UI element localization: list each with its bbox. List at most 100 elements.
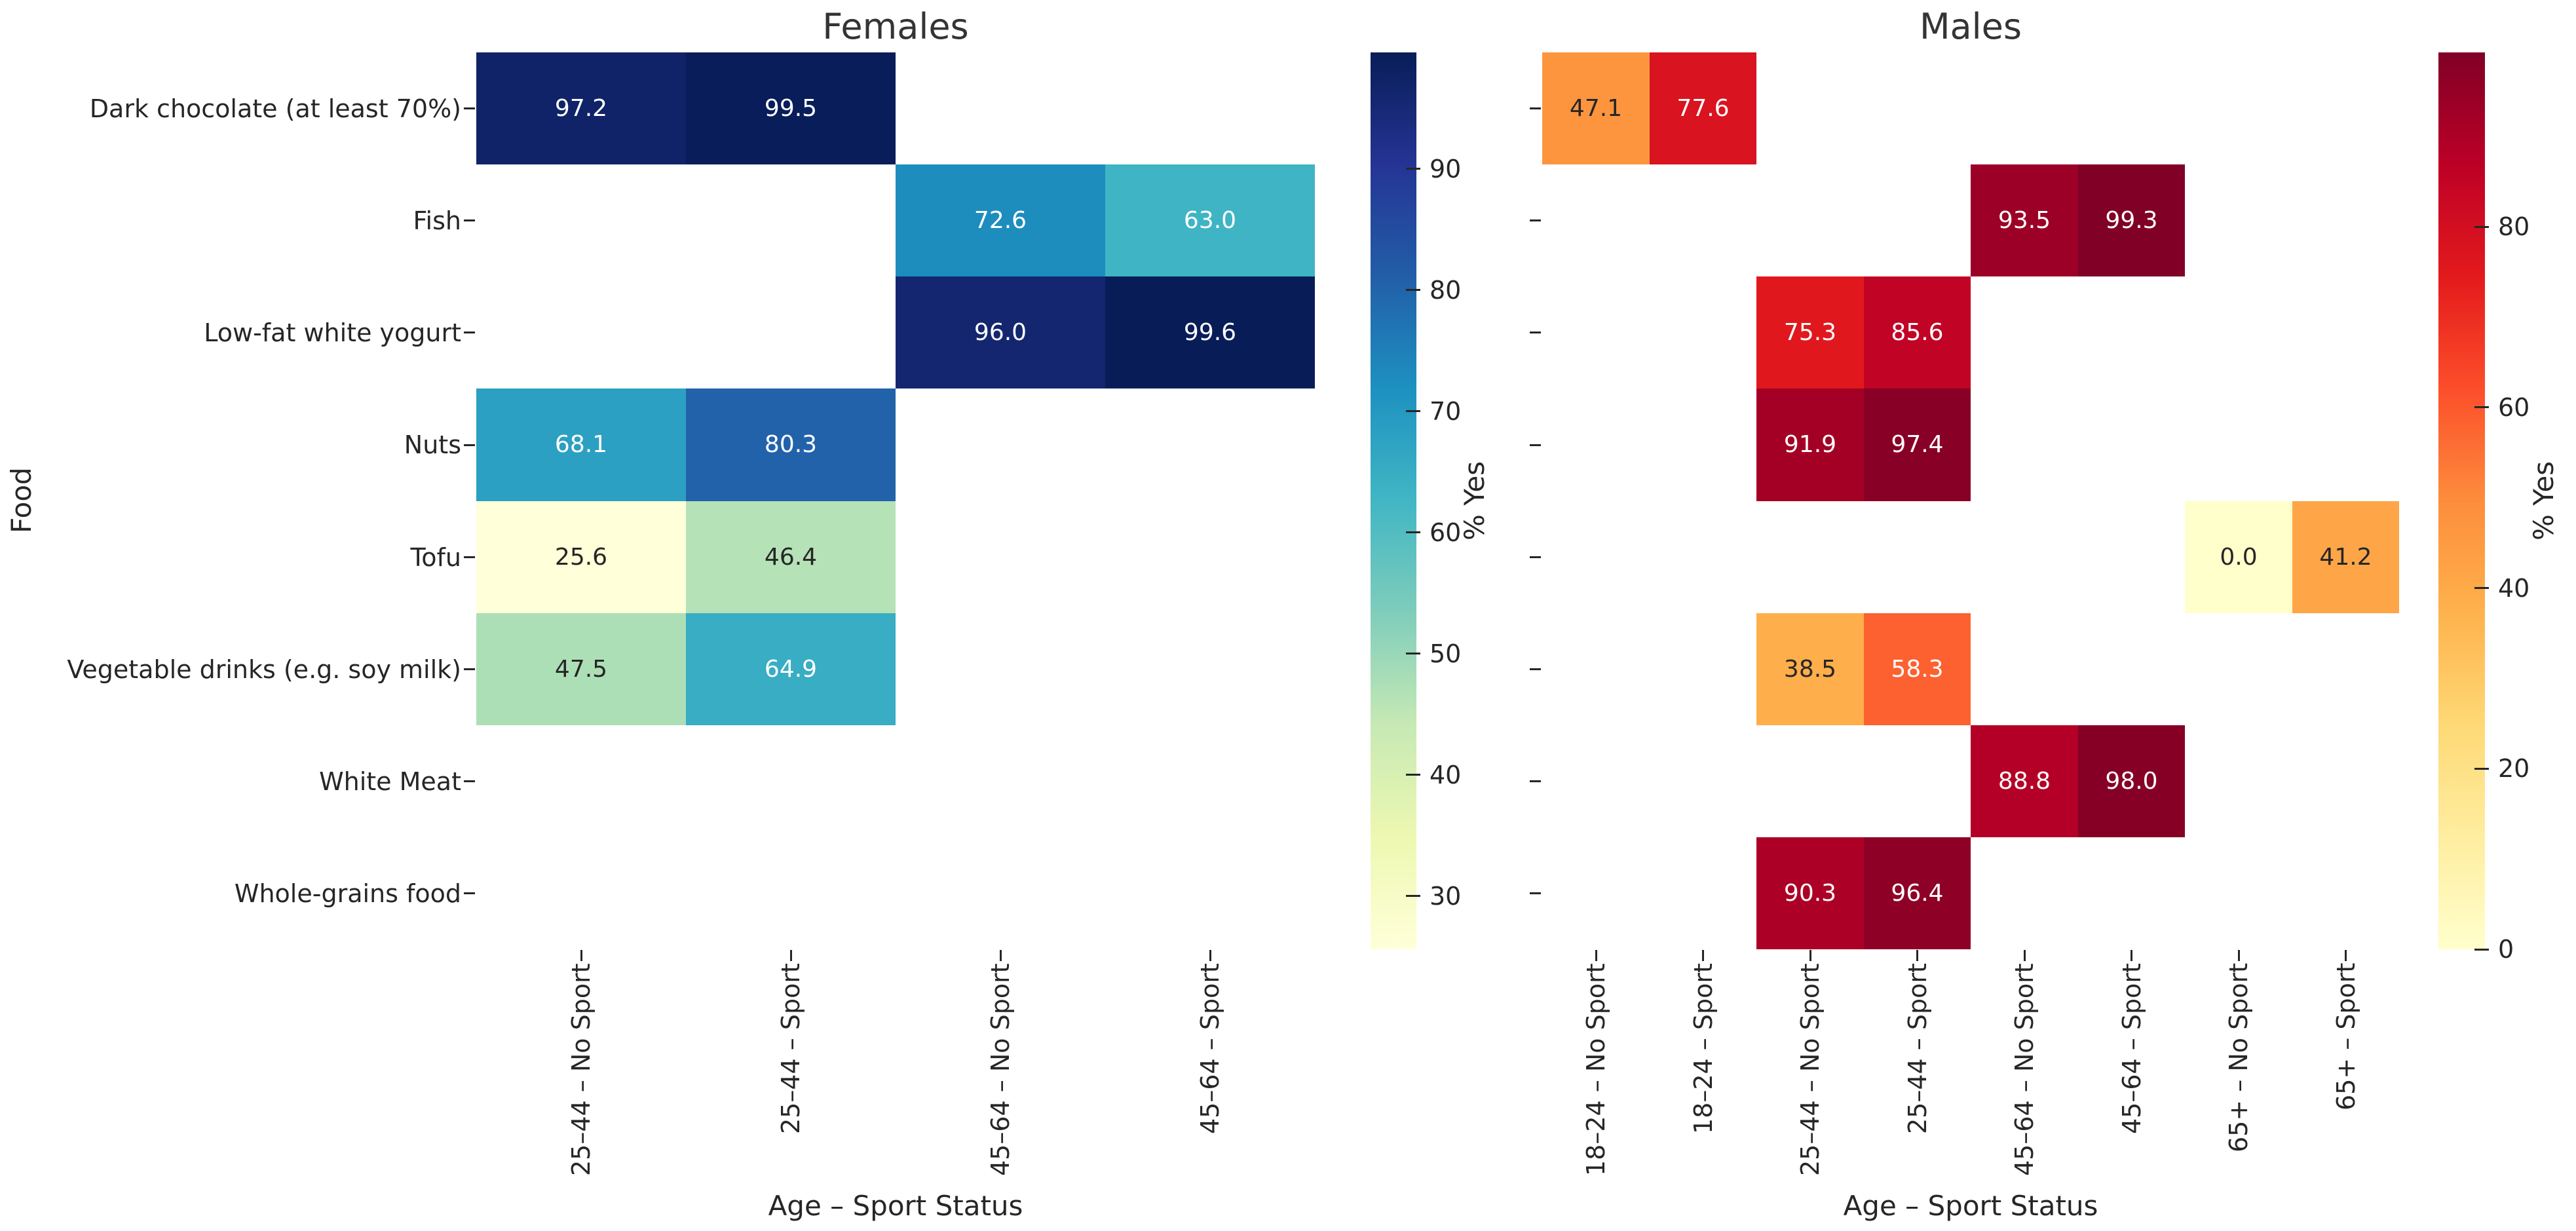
- cell-value: 64.9: [764, 655, 818, 683]
- x-tick-mark: [2023, 950, 2026, 961]
- y-tick-mark: [464, 780, 475, 782]
- heatmap-cell: 41.2: [2292, 501, 2399, 613]
- x-tick-mark: [1809, 950, 1811, 961]
- cell-value: 46.4: [764, 543, 818, 571]
- y-tick-mark: [464, 556, 475, 558]
- colorbar-tick-mark: [1406, 410, 1420, 413]
- cell-value: 96.0: [974, 318, 1027, 346]
- x-tick-label: 65+ – No Sport: [2224, 963, 2253, 1153]
- cell-value: 68.1: [554, 431, 608, 458]
- cell-value: 97.2: [554, 94, 608, 122]
- cell-value: 41.2: [2319, 543, 2372, 571]
- males-colorbar-label: % Yes: [2528, 461, 2560, 540]
- cell-value: 85.6: [1891, 318, 1944, 346]
- cell-value: 98.0: [2105, 767, 2158, 795]
- y-tick-mark: [1530, 780, 1541, 782]
- males-xaxis-label: Age – Sport Status: [1843, 1190, 2098, 1222]
- y-tick-mark: [1530, 331, 1541, 333]
- colorbar-tick-mark: [2474, 406, 2489, 409]
- cell-value: 96.4: [1891, 879, 1944, 907]
- x-tick-label: 45–64 – Sport: [1196, 963, 1224, 1134]
- heatmap-cell: 72.6: [896, 164, 1105, 276]
- heatmap-cell: 99.6: [1105, 276, 1315, 388]
- heatmap-cell: 96.4: [1864, 837, 1971, 949]
- heatmap-cell: 47.1: [1542, 52, 1650, 164]
- cell-value: 75.3: [1783, 318, 1837, 346]
- y-tick-mark: [1530, 556, 1541, 558]
- y-tick-label: White Meat: [319, 767, 461, 796]
- colorbar-tick-label: 70: [1430, 396, 1462, 426]
- x-tick-label: 25–44 – Sport: [776, 963, 805, 1134]
- cell-value: 80.3: [764, 431, 818, 458]
- heatmap-cell: 85.6: [1864, 276, 1971, 388]
- x-tick-mark: [1916, 950, 1918, 961]
- y-tick-label: Whole-grains food: [234, 879, 461, 908]
- cell-value: 63.0: [1183, 206, 1237, 234]
- cell-value: 77.6: [1676, 94, 1730, 122]
- colorbar-tick-label: 90: [1430, 154, 1462, 183]
- x-tick-label: 25–44 – Sport: [1903, 963, 1932, 1134]
- heatmap-cell: 97.4: [1864, 388, 1971, 501]
- x-tick-mark: [1595, 950, 1597, 961]
- colorbar-tick-label: 30: [1430, 881, 1462, 911]
- males-heatmap: 47.1 77.6 93.5 99.3 75.3 85.6 91.9 97.4 0.0 41.2 3…: [1542, 52, 2399, 949]
- heatmap-cell: 46.4: [686, 501, 896, 613]
- y-tick-label: Nuts: [404, 430, 461, 459]
- cell-value: 88.8: [1998, 767, 2051, 795]
- heatmap-cell: 68.1: [476, 388, 686, 501]
- y-tick-mark: [1530, 107, 1541, 109]
- colorbar-tick-mark: [1406, 895, 1420, 898]
- y-tick-mark: [464, 892, 475, 894]
- heatmap-cell: 91.9: [1756, 388, 1864, 501]
- y-tick-mark: [1530, 892, 1541, 894]
- y-tick-label: Low-fat white yogurt: [204, 318, 461, 347]
- heatmap-cell: 93.5: [1971, 164, 2078, 276]
- cell-value: 47.5: [554, 655, 608, 683]
- heatmap-cell: 38.5: [1756, 613, 1864, 725]
- colorbar-tick-mark: [2474, 767, 2489, 770]
- cell-value: 47.1: [1569, 94, 1623, 122]
- x-tick-label: 25–44 – No Sport: [567, 963, 596, 1176]
- x-tick-label: 18–24 – Sport: [1688, 963, 1718, 1134]
- colorbar-tick-label: 0: [2498, 935, 2514, 964]
- x-tick-label: 45–64 – No Sport: [2010, 963, 2039, 1176]
- colorbar-tick-mark: [1406, 168, 1420, 170]
- heatmap-cell: 0.0: [2185, 501, 2292, 613]
- x-tick-label: 65+ – Sport: [2331, 963, 2360, 1111]
- x-tick-mark: [580, 950, 582, 961]
- x-tick-label: 45–64 – Sport: [2117, 963, 2146, 1134]
- colorbar-tick-label: 60: [1430, 518, 1462, 547]
- x-tick-mark: [2131, 950, 2132, 961]
- x-tick-label: 45–64 – No Sport: [986, 963, 1015, 1176]
- y-tick-mark: [1530, 668, 1541, 670]
- cell-value: 72.6: [974, 206, 1027, 234]
- cell-value: 90.3: [1783, 879, 1837, 907]
- heatmap-cell: 47.5: [476, 613, 686, 725]
- heatmap-cell: 63.0: [1105, 164, 1315, 276]
- y-tick-mark: [464, 668, 475, 670]
- x-tick-label: 25–44 – No Sport: [1796, 963, 1825, 1176]
- x-tick-mark: [1209, 950, 1211, 961]
- males-colorbar: [2438, 52, 2485, 949]
- colorbar-tick-label: 50: [1430, 639, 1462, 668]
- colorbar-tick-label: 40: [2498, 573, 2530, 603]
- y-tick-mark: [1530, 219, 1541, 221]
- x-tick-mark: [1702, 950, 1704, 961]
- x-tick-mark: [999, 950, 1002, 961]
- colorbar-tick-label: 20: [2498, 754, 2530, 784]
- females-panel-title: Females: [822, 6, 969, 47]
- y-tick-mark: [464, 219, 475, 221]
- colorbar-tick-label: 80: [2498, 212, 2530, 242]
- x-tick-mark: [2237, 950, 2240, 961]
- heatmap-cell: 58.3: [1864, 613, 1971, 725]
- cell-value: 99.5: [764, 94, 818, 122]
- y-tick-label: Fish: [413, 206, 461, 235]
- colorbar-tick-mark: [1406, 774, 1420, 776]
- females-colorbar-label: % Yes: [1458, 461, 1490, 540]
- y-tick-label: Dark chocolate (at least 70%): [89, 94, 461, 123]
- x-tick-label: 18–24 – No Sport: [1582, 963, 1610, 1176]
- colorbar-tick-mark: [1406, 653, 1420, 655]
- y-tick-mark: [464, 331, 475, 333]
- y-tick-label: Tofu: [410, 542, 461, 572]
